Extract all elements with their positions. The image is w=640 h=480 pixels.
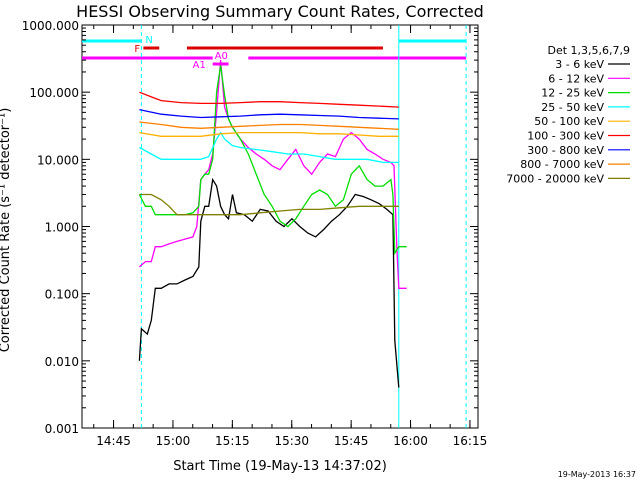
y-tick-label: 0.001 [45, 422, 79, 436]
x-tick-label: 15:45 [334, 434, 369, 448]
y-tick-label: 0.100 [45, 288, 79, 302]
legend-title: Det 1,3,5,6,7,9 [547, 44, 630, 57]
y-tick-label: 0.010 [45, 355, 79, 369]
legend-label-6-12-kev: 6 - 12 keV [548, 72, 604, 85]
series-line-100-300-kev [139, 91, 399, 108]
flag-label-a1: A1 [193, 60, 206, 71]
legend-label-800-7000-kev: 800 - 7000 keV [520, 158, 604, 171]
x-axis-label: Start Time (19-May-13 14:37:02) [173, 459, 387, 474]
y-tick-label: 1000.000 [22, 19, 79, 33]
flag-label-n: N [145, 35, 152, 46]
y-axis-label: Corrected Count Rate (s⁻¹ detector⁻¹) [0, 108, 13, 353]
series-line-7000-20000-kev [139, 193, 399, 216]
plot-border [81, 24, 479, 429]
flag-label-a0: A0 [215, 51, 228, 62]
legend-label-300-800-kev: 300 - 800 keV [527, 144, 604, 157]
y-tick-label: 10.000 [37, 153, 79, 167]
y-tick-label: 1.000 [45, 221, 79, 235]
flag-label-f: F [134, 44, 140, 55]
timestamp-label: 19-May-2013 16:37 [558, 470, 636, 479]
legend-label-12-25-kev: 12 - 25 keV [541, 87, 604, 100]
series-line-50-100-kev [139, 131, 399, 137]
flag-bars: NF A1 A0 [82, 35, 467, 71]
legend-label-7000-20000-kev: 7000 - 20000 keV [506, 172, 604, 185]
series-line-800-7000-kev [139, 121, 399, 130]
series-line-3-6-kev [138, 177, 400, 388]
x-tick-label: 16:15 [453, 434, 488, 448]
legend-label-100-300-kev: 100 - 300 keV [527, 130, 604, 143]
x-tick-label: 15:30 [274, 434, 309, 448]
legend-label-50-100-kev: 50 - 100 keV [534, 115, 604, 128]
x-tick-label: 16:00 [393, 434, 428, 448]
series-layer [138, 60, 407, 388]
x-tick-label: 14:45 [96, 434, 131, 448]
x-tick-label: 15:15 [215, 434, 250, 448]
plot-area [81, 24, 479, 429]
y-tick-label: 100.000 [29, 86, 79, 100]
x-tick-label: 15:00 [156, 434, 191, 448]
vertical-markers [140, 25, 467, 428]
series-line-6-12-kev [138, 60, 407, 289]
series-line-25-50-kev [139, 131, 399, 164]
series-line-300-800-kev [139, 108, 399, 120]
legend-label-3-6-kev: 3 - 6 keV [555, 58, 604, 71]
legend-label-25-50-kev: 25 - 50 keV [541, 101, 604, 114]
axes: 0.001 0.010 0.100 1.000 10.000 100.000 1000.00… [22, 19, 488, 448]
chart-title: HESSI Observing Summary Count Rates, Cor… [76, 2, 484, 21]
